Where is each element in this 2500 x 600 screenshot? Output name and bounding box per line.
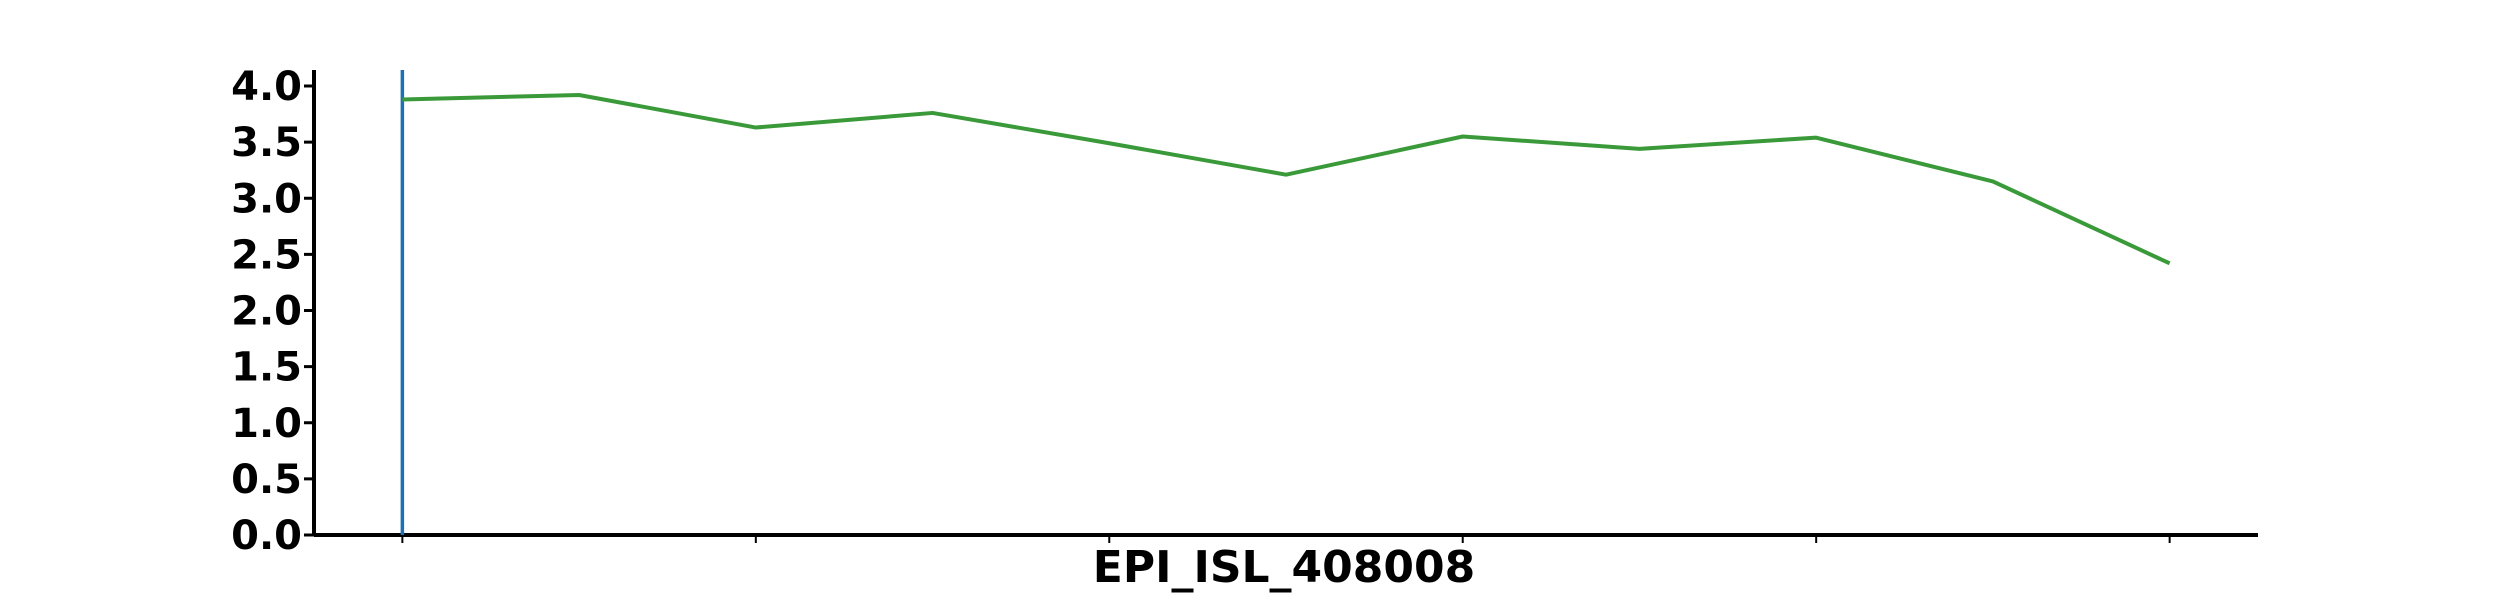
y-tick-label: 2.5 (231, 232, 302, 278)
y-tick-label: 3.0 (231, 176, 302, 222)
y-tick-label: 3.5 (231, 120, 302, 166)
y-tick-label: 4.0 (231, 64, 302, 110)
x-ticks (401, 535, 2171, 543)
y-ticks: 0.0 0.5 1.0 1.5 2.0 2.5 3.0 3.5 4.0 (231, 64, 314, 559)
y-tick-label: 1.0 (231, 401, 302, 447)
y-tick-label: 0.5 (231, 457, 302, 503)
y-tick-label: 0.0 (231, 513, 302, 559)
plot-area (400, 70, 2171, 535)
x-axis-label: EPI_ISL_408008 (1093, 542, 1475, 593)
y-tick-label: 1.5 (231, 345, 302, 391)
axes (312, 70, 2258, 537)
series-line (402, 92, 2171, 266)
y-tick-label: 2.0 (231, 289, 302, 335)
